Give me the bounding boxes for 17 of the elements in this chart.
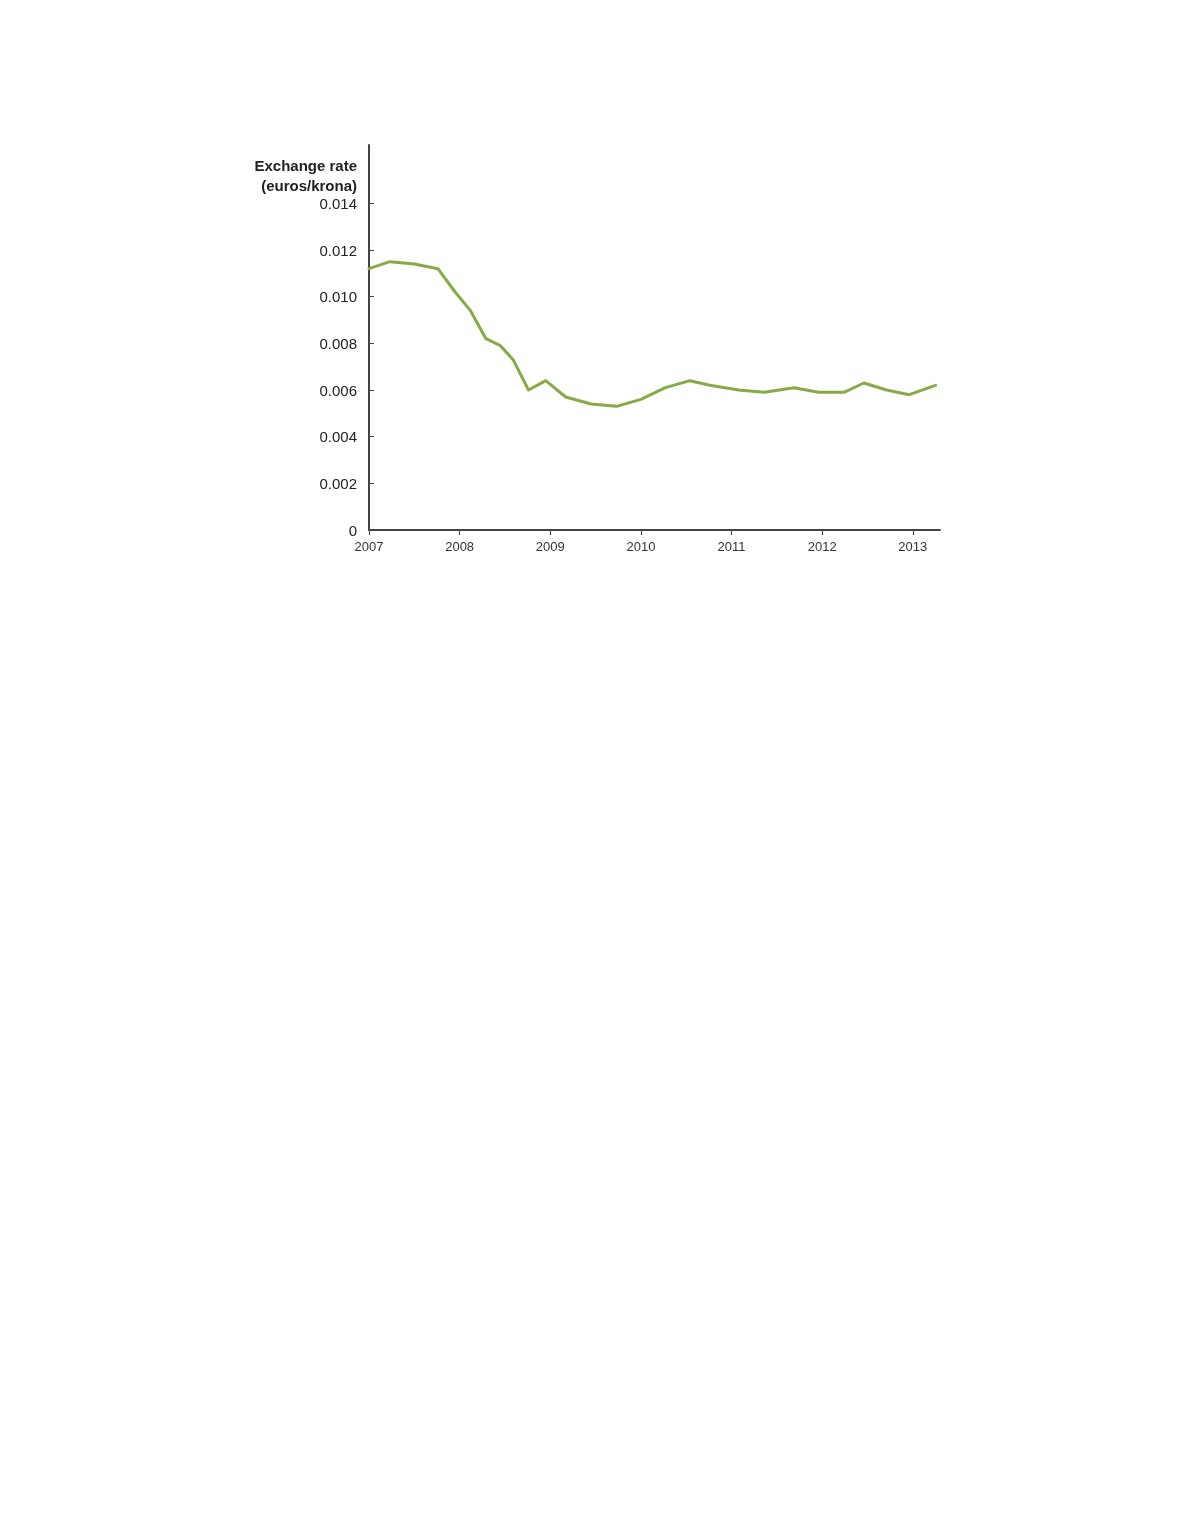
y-tick-label: 0.012	[319, 241, 357, 259]
line-series	[367, 260, 937, 408]
y-tick-label: 0.010	[319, 288, 357, 306]
x-tick-label: 2012	[807, 539, 837, 554]
y-tick-label: 0.014	[319, 194, 357, 212]
y-axis-title: Exchange rate (euros/krona)	[254, 157, 357, 195]
x-tick-label: 2009	[535, 539, 565, 554]
y-tick-label: 0	[348, 521, 357, 539]
x-tick-label: 2013	[898, 539, 928, 554]
x-tick-label: 2011	[717, 539, 746, 554]
x-tick-label: 2008	[445, 539, 475, 554]
y-tick-label: 0.006	[319, 381, 357, 399]
y-tick-label: 0.008	[319, 334, 357, 352]
y-tick-label: 0.004	[319, 428, 357, 446]
x-tick-label: 2010	[626, 539, 656, 554]
y-tick-label: 0.002	[319, 474, 357, 492]
x-tick-label: 2007	[354, 539, 384, 554]
